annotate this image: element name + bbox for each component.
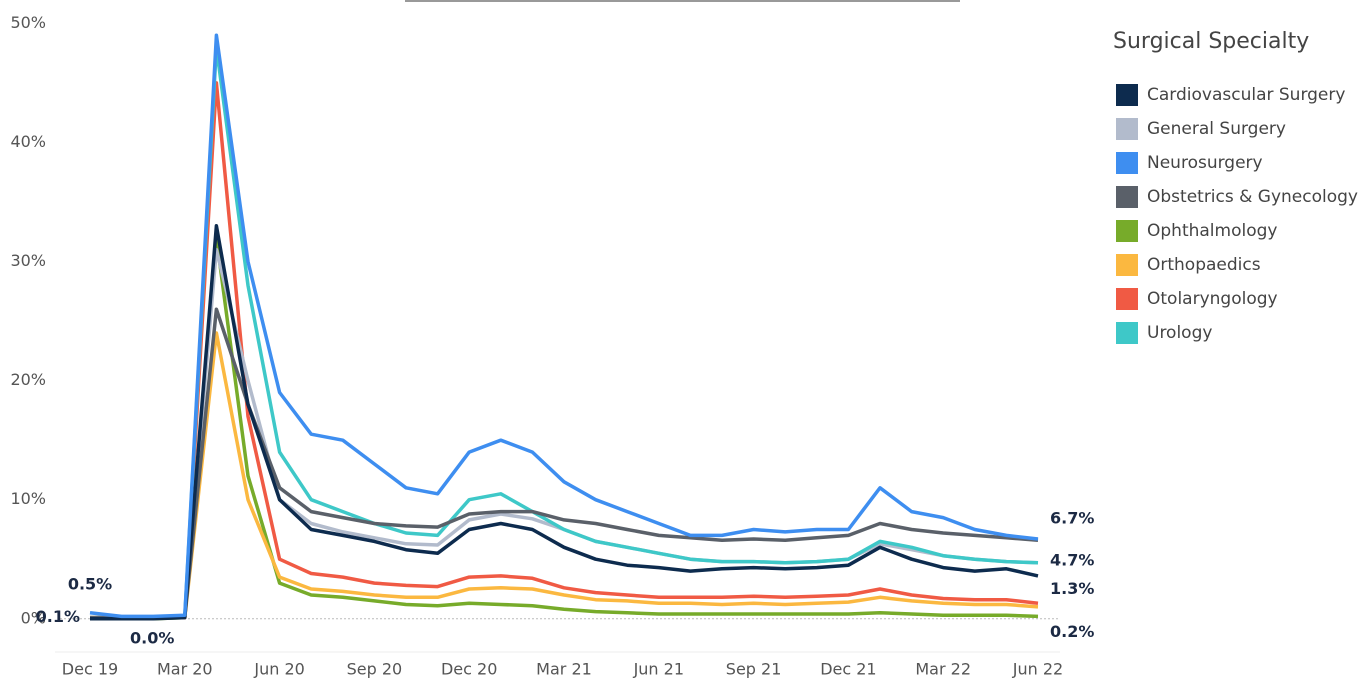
legend-label: Ophthalmology [1147, 221, 1277, 241]
legend-swatch [1116, 220, 1138, 242]
y-tick-label: 0% [21, 608, 46, 627]
value-label: 1.3% [1050, 579, 1094, 598]
x-tick-label: Dec 19 [62, 660, 118, 679]
legend-swatch [1116, 152, 1138, 174]
value-label: 4.7% [1050, 550, 1094, 569]
legend-swatch [1116, 118, 1138, 140]
legend-swatch [1116, 254, 1138, 276]
x-tick-label: Jun 21 [633, 660, 684, 679]
x-tick-label: Mar 21 [536, 660, 592, 679]
series-line [90, 235, 1039, 621]
legend-title: Surgical Specialty [1113, 29, 1309, 54]
legend-label: Obstetrics & Gynecology [1147, 187, 1358, 207]
y-tick-label: 40% [10, 132, 46, 151]
series-line [90, 307, 1039, 620]
value-label: 6.7% [1050, 508, 1094, 527]
legend-label: Otolaryngology [1147, 289, 1278, 309]
legend-label: Urology [1147, 323, 1212, 343]
y-tick-label: 20% [10, 370, 46, 389]
legend-swatch [1116, 288, 1138, 310]
series-line [90, 247, 1039, 620]
value-label: 0.0% [130, 628, 174, 647]
x-tick-label: Sep 21 [726, 660, 782, 679]
x-tick-label: Jun 20 [253, 660, 304, 679]
legend-swatch [1116, 322, 1138, 344]
legend-swatch [1116, 186, 1138, 208]
series-line [90, 45, 1039, 620]
legend-label: Neurosurgery [1147, 153, 1263, 173]
x-tick-label: Jun 22 [1012, 660, 1063, 679]
x-tick-label: Dec 21 [820, 660, 876, 679]
value-label: 0.5% [68, 574, 112, 593]
x-tick-label: Mar 20 [157, 660, 213, 679]
y-tick-label: 50% [10, 13, 46, 32]
x-tick-label: Mar 22 [915, 660, 971, 679]
series-line [89, 33, 1039, 619]
y-tick-label: 10% [10, 489, 46, 508]
series-line [90, 331, 1039, 620]
x-tick-label: Dec 20 [441, 660, 497, 679]
value-label: 0.1% [36, 607, 80, 626]
x-tick-label: Sep 20 [347, 660, 403, 679]
legend-label: Cardiovascular Surgery [1147, 85, 1345, 105]
legend-swatch [1116, 84, 1138, 106]
value-label: 0.2% [1050, 622, 1094, 641]
y-tick-label: 30% [10, 251, 46, 270]
legend-label: General Surgery [1147, 119, 1286, 139]
legend-label: Orthopaedics [1147, 255, 1261, 275]
series-line [90, 81, 1039, 620]
series-line [90, 224, 1039, 621]
